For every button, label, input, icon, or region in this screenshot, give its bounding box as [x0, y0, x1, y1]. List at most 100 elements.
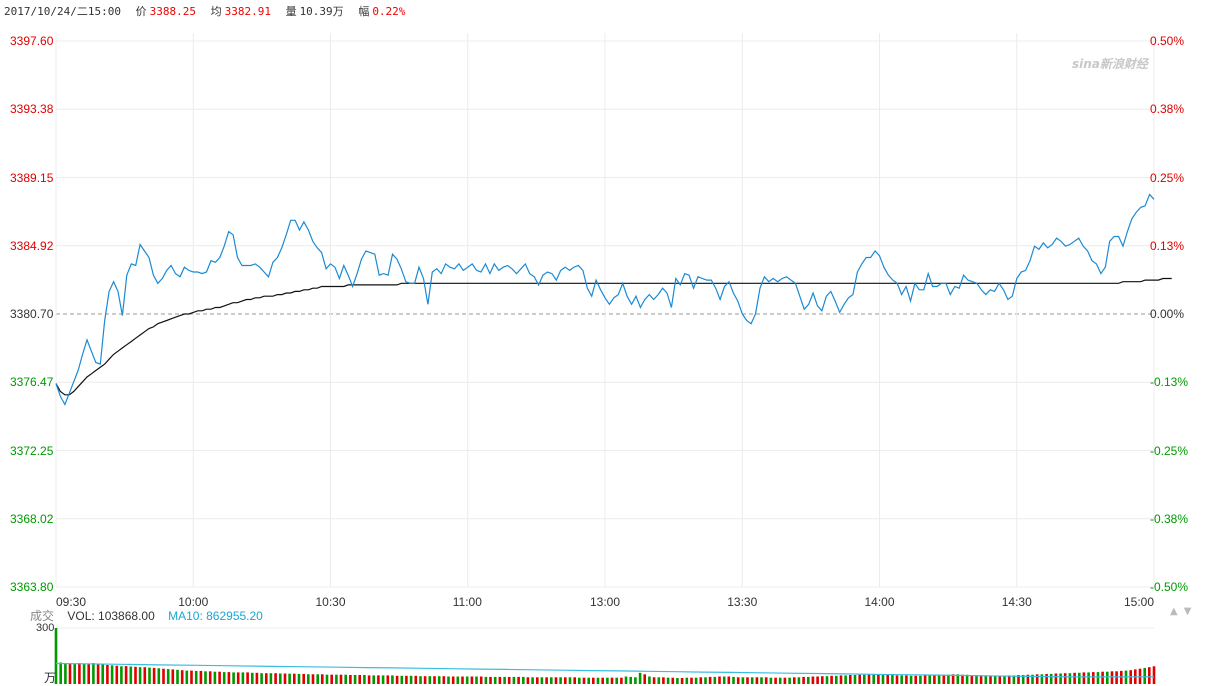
volume-bar — [984, 675, 988, 684]
volume-bar — [283, 673, 287, 684]
volume-bar — [718, 676, 721, 684]
volume-bar — [1068, 673, 1072, 684]
volume-bar — [657, 677, 661, 684]
y-tick-label-left: 3384.92 — [10, 238, 54, 253]
volume-bar — [1148, 667, 1151, 684]
volume-bar — [965, 674, 969, 684]
volume-bar — [821, 676, 824, 684]
y-tick-label-left: 3368.02 — [10, 511, 54, 526]
volume-bar — [451, 676, 455, 684]
volume-bar — [545, 677, 548, 684]
volume-bar — [825, 676, 829, 684]
volume-bar — [493, 676, 497, 684]
volume-bar — [536, 677, 539, 684]
x-tick-label: 14:00 — [864, 595, 895, 609]
volume-bar — [676, 678, 679, 684]
volume-bar — [905, 675, 908, 684]
volume-bar — [1054, 673, 1058, 684]
volume-bar — [704, 677, 707, 684]
y-tick-label-right: -0.38% — [1150, 511, 1189, 526]
volume-bar — [550, 677, 553, 684]
volume-bar — [78, 663, 81, 684]
volume-bar — [961, 674, 964, 684]
scroll-arrows-icon[interactable]: ▲▼ — [1170, 606, 1198, 617]
volume-bar — [265, 673, 268, 684]
volume-bar — [694, 677, 698, 684]
volume-label: 量 — [285, 5, 297, 18]
volume-bar — [596, 677, 600, 684]
volume-bar — [120, 666, 123, 684]
volume-bar — [96, 664, 100, 684]
volume-bar — [484, 676, 488, 684]
volume-bar — [839, 675, 843, 684]
volume-bar — [1073, 672, 1076, 684]
volume-bar — [213, 671, 217, 684]
change-label: 幅 — [358, 5, 370, 18]
volume-bar — [1040, 674, 1044, 684]
volume-bar — [858, 674, 861, 684]
volume-title: 成交 — [30, 609, 55, 623]
y-tick-label-left: 3376.47 — [10, 375, 54, 390]
volume-bar — [993, 675, 997, 684]
x-tick-label: 14:30 — [1001, 595, 1032, 609]
price-value: 3388.25 — [149, 5, 196, 18]
volume-bar — [400, 675, 404, 684]
y-tick-label-left: 3380.70 — [10, 307, 54, 321]
volume-bar — [732, 676, 735, 684]
volume-bar — [185, 670, 189, 684]
volume-bar — [1087, 672, 1090, 684]
volume-bar — [180, 670, 184, 684]
volume-bar — [419, 676, 422, 684]
volume-bar — [928, 675, 931, 684]
y-tick-label-left: 3389.15 — [10, 170, 54, 185]
volume-bar — [531, 677, 534, 684]
vol-readout: VOL: 103868.00 — [67, 609, 155, 623]
volume-bar — [909, 675, 913, 684]
volume-bar — [1082, 672, 1086, 684]
volume-bar — [975, 675, 978, 684]
volume-bar — [1106, 671, 1109, 684]
volume-bar — [129, 666, 133, 684]
volume-bar — [919, 675, 922, 684]
volume-bar — [671, 677, 675, 684]
volume-bar — [867, 674, 871, 684]
volume-bar — [218, 671, 221, 684]
volume-bar — [559, 677, 562, 684]
volume-bar — [568, 677, 572, 684]
volume-bar — [1007, 675, 1011, 684]
volume-bar — [311, 674, 315, 684]
volume-bar — [1101, 671, 1104, 684]
volume-bar — [92, 663, 95, 684]
volume-bar — [143, 667, 147, 684]
volume-bar — [797, 677, 801, 684]
volume-bar — [685, 677, 689, 684]
volume-bar — [344, 674, 347, 684]
volume-bar — [713, 676, 717, 684]
volume-bar — [428, 676, 432, 684]
volume-bar — [251, 672, 254, 684]
volume-bar — [302, 673, 305, 684]
volume-bar — [624, 676, 628, 684]
volume-bar — [900, 675, 903, 684]
volume-bar — [503, 676, 506, 684]
volume-bar — [1045, 673, 1048, 684]
volume-bar — [241, 672, 245, 684]
volume-bar — [1012, 675, 1016, 684]
volume-bar — [830, 675, 833, 684]
volume-bar — [956, 674, 960, 684]
volume-bar — [1143, 667, 1146, 684]
volume-bar — [998, 675, 1002, 684]
volume-bar — [106, 665, 109, 684]
volume-bar — [881, 674, 885, 684]
volume-bar — [110, 665, 114, 684]
volume-bar — [171, 669, 175, 684]
volume-bar — [232, 672, 235, 684]
volume-bar — [517, 676, 520, 684]
volume-bar — [190, 670, 193, 684]
volume-max-label: 300 — [36, 622, 55, 634]
volume-bar — [1096, 672, 1100, 684]
volume-bar — [951, 674, 955, 684]
volume-bar — [844, 675, 847, 684]
volume-bar — [101, 663, 104, 684]
volume-bar — [778, 677, 782, 684]
